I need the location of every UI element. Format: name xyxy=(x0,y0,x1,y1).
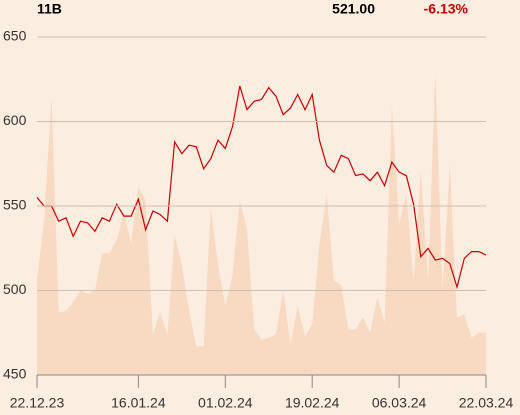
y-tick-label: 600 xyxy=(3,112,27,128)
price-line xyxy=(36,85,487,290)
y-tick-label: 500 xyxy=(3,281,27,297)
y-tick-label: 450 xyxy=(3,366,27,382)
x-tick-label: 01.02.24 xyxy=(198,395,253,411)
x-tick-label: 22.12.23 xyxy=(10,395,65,411)
y-tick-label: 650 xyxy=(3,28,27,44)
x-tick-label: 19.02.24 xyxy=(285,395,340,411)
x-tick-label: 22.03.24 xyxy=(459,395,514,411)
last-price: 521.00 xyxy=(332,1,375,17)
y-tick-label: 550 xyxy=(3,197,27,213)
price-change: -6.13% xyxy=(424,1,469,17)
x-tick-label: 16.01.24 xyxy=(111,395,166,411)
area xyxy=(37,70,486,376)
x-tick-label: 06.03.24 xyxy=(372,395,427,411)
chart-title: 11B xyxy=(37,1,62,17)
